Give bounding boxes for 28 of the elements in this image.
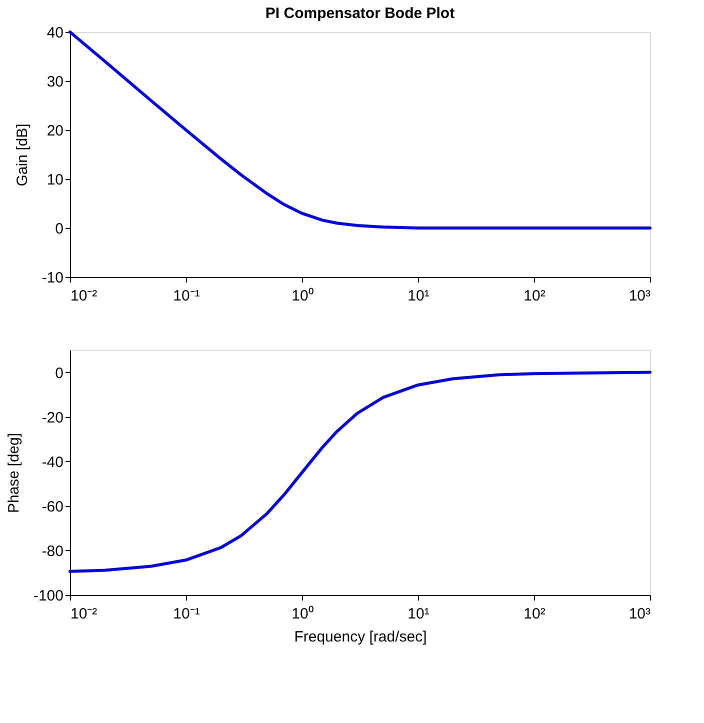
y-tick-label: -100 — [33, 588, 64, 604]
y-tick-label: -10 — [42, 270, 64, 286]
y-tick-label: -60 — [42, 498, 64, 516]
x-tick-label: 10⁻¹ — [173, 288, 200, 304]
x-tick-label: 10³ — [628, 288, 650, 304]
x-tick-label: 10⁰ — [292, 288, 314, 304]
x-tick-label: 10¹ — [408, 288, 430, 304]
y-tick-label: 10 — [46, 172, 64, 188]
x-tick-label: 10⁰ — [292, 606, 314, 622]
x-tick-label: 10⁻² — [70, 288, 98, 304]
y-tick-label: 20 — [46, 122, 64, 140]
y-tick-label: 0 — [55, 364, 64, 382]
y-tick-label: 40 — [46, 24, 64, 42]
chart-title: PI Compensator Bode Plot — [265, 5, 455, 22]
y-axis-title: Phase [deg] — [5, 432, 22, 514]
x-tick-label: 10⁻² — [70, 606, 98, 622]
x-axis-title: Frequency [rad/sec] — [294, 628, 427, 646]
y-tick-label: -20 — [42, 409, 64, 426]
x-tick-label: 10³ — [628, 606, 650, 622]
x-tick-label: 10⁻¹ — [173, 606, 200, 622]
x-tick-label: 10² — [524, 606, 546, 622]
x-tick-label: 10¹ — [408, 606, 430, 622]
y-tick-label: 0 — [55, 220, 64, 238]
y-tick-label: -40 — [42, 454, 64, 471]
y-axis-title: Gain [dB] — [14, 124, 31, 186]
y-tick-label: 30 — [46, 74, 64, 90]
x-tick-label: 10² — [524, 288, 546, 304]
y-tick-label: -80 — [42, 542, 64, 560]
